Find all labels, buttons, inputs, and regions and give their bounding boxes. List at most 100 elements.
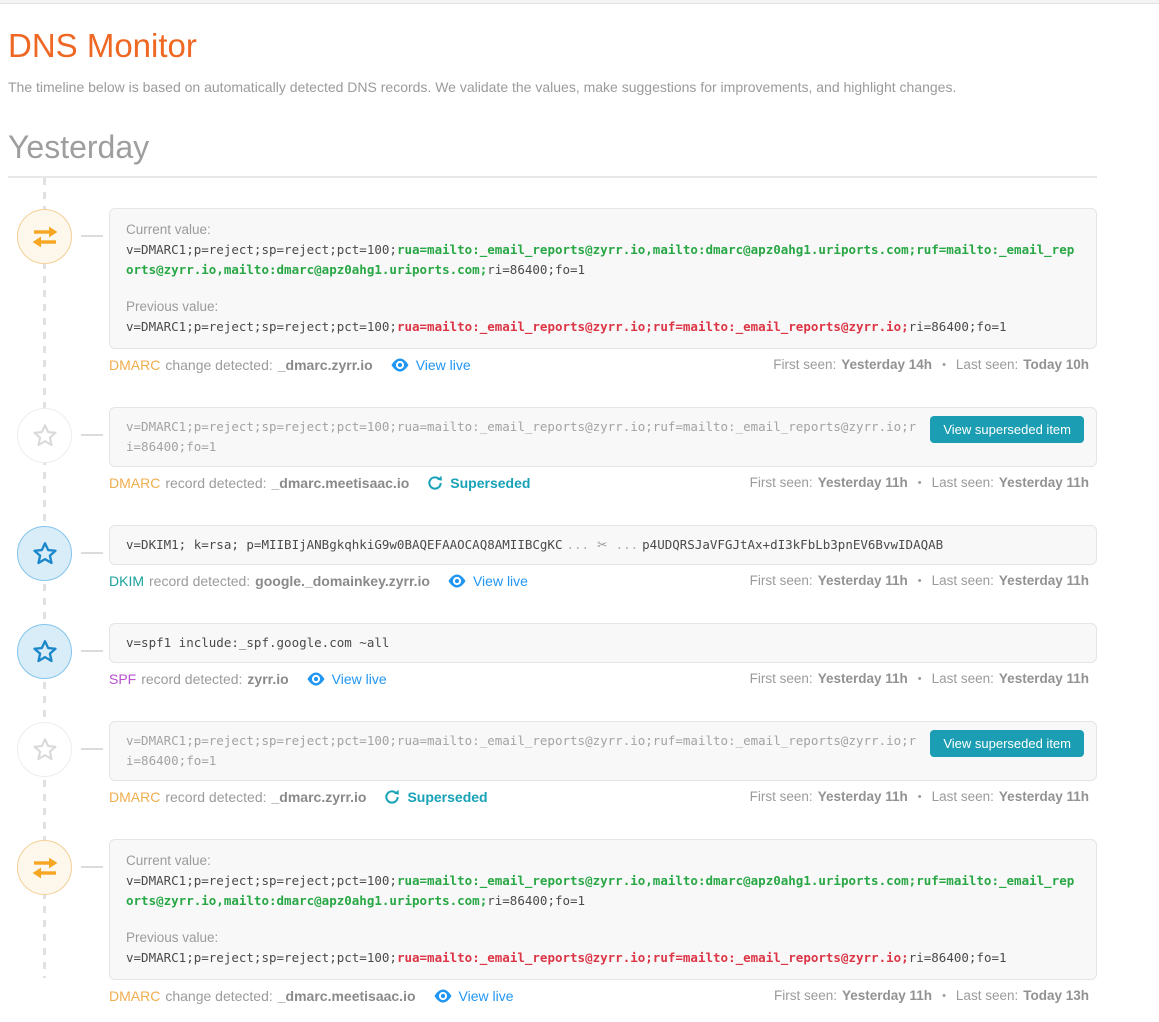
last-seen-label: Last seen: [931, 789, 994, 804]
record-type-badge: SPF [109, 671, 137, 687]
star-icon [17, 722, 72, 777]
detected-label: change detected: [165, 357, 273, 373]
eye-icon [434, 989, 452, 1003]
eye-icon [307, 672, 325, 686]
dot-separator: • [942, 359, 946, 371]
current-record-value: v=DMARC1;p=reject;sp=reject;pct=100;rua=… [126, 240, 1080, 280]
detected-label: record detected: [165, 789, 267, 805]
record-value: v=DMARC1;p=reject;sp=reject;pct=100;rua=… [126, 419, 917, 454]
record-domain: zyrr.io [247, 671, 289, 687]
view-live-link[interactable]: View live [448, 571, 528, 591]
dot-separator: • [917, 673, 922, 685]
record-card: v=DKIM1; k=rsa; p=MIIBIjANBgkqhkiG9w0BAQ… [109, 525, 1097, 565]
last-seen-label: Last seen: [955, 988, 1019, 1003]
value-part: v=DMARC1;p=reject;sp=reject;pct=100; [126, 319, 397, 334]
dot-separator: • [917, 477, 922, 489]
last-seen-value: Yesterday 11h [998, 573, 1089, 588]
record-card-superseded: View superseded item v=DMARC1;p=reject;s… [109, 721, 1097, 781]
detected-label: record detected: [165, 475, 267, 491]
superseded-status: Superseded [427, 473, 530, 493]
last-seen-label: Last seen: [931, 475, 994, 490]
record-value-start: v=DKIM1; k=rsa; p=MIIBIjANBgkqhkiG9w0BAQ… [126, 537, 563, 552]
timeline-rail [8, 525, 109, 582]
connector-dash [81, 866, 103, 868]
timeline-rail [8, 721, 109, 778]
connector-dash [81, 235, 103, 237]
value-part: ri=86400;fo=1 [487, 893, 586, 908]
value-part: ri=86400;fo=1 [908, 319, 1007, 334]
swap-arrows-icon [17, 840, 72, 895]
record-meta: DMARC change detected: _dmarc.zyrr.io Vi… [109, 355, 1097, 375]
view-live-link[interactable]: View live [391, 355, 471, 375]
record-meta: DMARC change detected: _dmarc.meetisaac.… [109, 986, 1097, 1006]
record-value-end: p4UDQRSJaVFGJtAx+dI3kFbLb3pnEV6BvwIDAQAB [642, 537, 944, 552]
page-subtitle: The timeline below is based on automatic… [8, 79, 957, 95]
record-type-badge: DMARC [109, 357, 161, 373]
first-seen-value: Yesterday 11h [817, 573, 908, 588]
last-seen-label: Last seen: [931, 573, 994, 588]
ellipsis: ... [615, 537, 639, 552]
dot-separator: • [942, 990, 946, 1002]
dns-monitor-page: DNS Monitor The timeline below is based … [0, 4, 1159, 1022]
record-type-badge: DMARC [109, 988, 161, 1004]
record-domain: _dmarc.meetisaac.io [277, 988, 416, 1004]
detected-label: record detected: [141, 671, 243, 687]
value-part: v=DMARC1;p=reject;sp=reject;pct=100; [126, 950, 397, 965]
record-type-badge: DMARC [109, 475, 161, 491]
timeline-rail [8, 839, 109, 896]
last-seen-label: Last seen: [931, 671, 994, 686]
record-card: v=spf1 include:_spf.google.com ~all [109, 623, 1097, 663]
current-record-value: v=DMARC1;p=reject;sp=reject;pct=100;rua=… [126, 871, 1080, 911]
first-seen-label: First seen: [749, 789, 813, 804]
view-live-label: View live [331, 671, 387, 687]
section-heading-yesterday: Yesterday [8, 129, 1097, 178]
view-superseded-item-button[interactable]: View superseded item [930, 416, 1084, 443]
previous-value-label: Previous value: [126, 299, 219, 314]
timeline-rail [8, 623, 109, 680]
last-seen-label: Last seen: [955, 357, 1019, 372]
connector-dash [81, 434, 103, 436]
timeline-item: View superseded item v=DMARC1;p=reject;s… [8, 721, 1097, 807]
timeline-item: Current value: v=DMARC1;p=reject;sp=reje… [8, 208, 1097, 375]
view-live-link[interactable]: View live [307, 669, 387, 689]
superseded-label: Superseded [450, 475, 531, 491]
last-seen-value: Yesterday 11h [998, 671, 1089, 686]
first-seen-value: Yesterday 11h [817, 671, 908, 686]
value-part-added: rua=mailto:_email_reports@zyrr.io,mailto… [126, 242, 1075, 277]
timeline-item: v=spf1 include:_spf.google.com ~all SPF … [8, 623, 1097, 689]
view-superseded-item-button[interactable]: View superseded item [930, 730, 1084, 757]
record-card-superseded: View superseded item v=DMARC1;p=reject;s… [109, 407, 1097, 467]
scissors-icon: ✂ [597, 537, 608, 552]
view-live-link[interactable]: View live [434, 986, 514, 1006]
record-type-badge: DKIM [109, 573, 144, 589]
record-value: v=spf1 include:_spf.google.com ~all [126, 635, 390, 650]
value-part: ri=86400;fo=1 [908, 950, 1007, 965]
record-card: Current value: v=DMARC1;p=reject;sp=reje… [109, 839, 1097, 980]
record-meta: DKIM record detected: google._domainkey.… [109, 571, 1097, 591]
superseded-label: Superseded [407, 789, 488, 805]
first-seen-label: First seen: [773, 357, 837, 372]
detected-label: change detected: [165, 988, 273, 1004]
connector-dash [81, 748, 103, 750]
connector-dash [81, 650, 103, 652]
detected-label: record detected: [149, 573, 251, 589]
eye-icon [391, 358, 409, 372]
last-seen-value: Today 13h [1023, 988, 1089, 1003]
star-icon [17, 408, 72, 463]
star-icon [17, 624, 72, 679]
dot-separator: • [917, 575, 922, 587]
first-seen-label: First seen: [749, 671, 813, 686]
previous-record-value: v=DMARC1;p=reject;sp=reject;pct=100;rua=… [126, 948, 1080, 968]
last-seen-value: Today 10h [1023, 357, 1089, 372]
view-live-label: View live [415, 357, 471, 373]
timeline-rail [8, 208, 109, 265]
value-part: v=DMARC1;p=reject;sp=reject;pct=100; [126, 242, 397, 257]
first-seen-value: Yesterday 11h [841, 988, 933, 1003]
connector-dash [81, 552, 103, 554]
first-seen-label: First seen: [773, 988, 837, 1003]
first-seen-label: First seen: [749, 573, 813, 588]
record-meta: DMARC record detected: _dmarc.zyrr.io Su… [109, 787, 1097, 807]
value-part: v=DMARC1;p=reject;sp=reject;pct=100; [126, 873, 397, 888]
navbar-bottom-edge [0, 0, 1159, 4]
view-live-label: View live [472, 573, 528, 589]
